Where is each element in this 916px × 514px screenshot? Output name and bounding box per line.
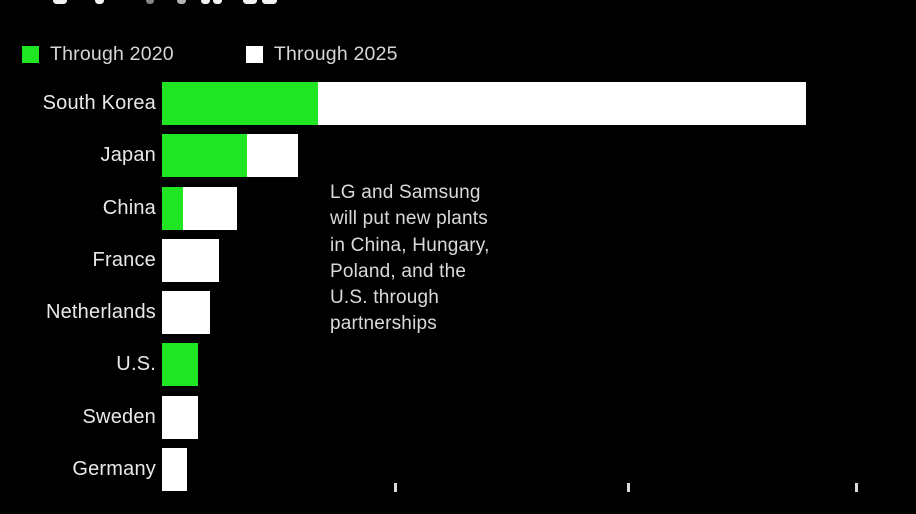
legend-swatch-green — [22, 46, 39, 63]
annotation-text: LG and Samsung will put new plants in Ch… — [330, 182, 490, 335]
chart-row: Sweden — [0, 395, 916, 439]
title-fragment — [177, 0, 186, 4]
title-fragment — [95, 0, 104, 4]
category-label: Germany — [72, 458, 156, 481]
chart-row: China — [0, 186, 916, 230]
bar-segment-through-2025 — [162, 291, 210, 335]
axis-tick — [394, 483, 397, 492]
bar — [162, 134, 298, 178]
bar — [162, 343, 198, 387]
bar-segment-through-2025 — [318, 82, 806, 125]
title-fragment — [213, 0, 222, 4]
bar-segment-through-2025 — [183, 186, 237, 230]
chart-row: Netherlands — [0, 291, 916, 335]
chart-row: Germany — [0, 448, 916, 492]
title-fragment — [243, 0, 257, 4]
legend: Through 2020 Through 2025 — [22, 43, 398, 66]
title-fragment — [201, 0, 210, 4]
category-label: Sweden — [82, 405, 156, 428]
legend-item-through-2020: Through 2020 — [22, 43, 174, 66]
bar-segment-through-2020 — [162, 82, 318, 125]
bar — [162, 186, 237, 230]
legend-swatch-white — [245, 46, 263, 63]
chart-row: France — [0, 238, 916, 282]
bar — [162, 82, 806, 125]
bar-segment-through-2025 — [162, 448, 187, 492]
category-label: Netherlands — [45, 301, 156, 324]
bar — [162, 291, 210, 335]
category-label: U.S. — [116, 353, 156, 376]
bar — [162, 448, 187, 492]
legend-item-through-2025: Through 2025 — [245, 43, 398, 66]
bar-segment-through-2020 — [162, 343, 198, 387]
category-label: China — [102, 196, 156, 219]
bar — [162, 395, 198, 439]
axis-tick — [855, 483, 858, 492]
bar — [162, 238, 219, 282]
bar-segment-through-2025 — [162, 238, 219, 282]
legend-label: Through 2025 — [273, 43, 398, 65]
title-fragment — [262, 0, 277, 4]
bar-chart: South Korea Japan China France Netherlands U.… — [0, 82, 916, 500]
chart-row: South Korea — [0, 82, 916, 125]
bar-segment-through-2020 — [162, 134, 247, 178]
category-label: Japan — [100, 144, 156, 167]
chart-row: Japan — [0, 134, 916, 178]
legend-label: Through 2020 — [50, 43, 174, 65]
chart-row: U.S. — [0, 343, 916, 387]
category-label: South Korea — [42, 92, 156, 114]
title-fragment — [53, 0, 67, 4]
bar-segment-through-2020 — [162, 186, 183, 230]
title-fragment — [146, 0, 154, 4]
category-label: France — [92, 248, 156, 271]
bar-segment-through-2025 — [247, 134, 298, 178]
bar-segment-through-2025 — [162, 395, 198, 439]
axis-tick — [627, 483, 630, 492]
